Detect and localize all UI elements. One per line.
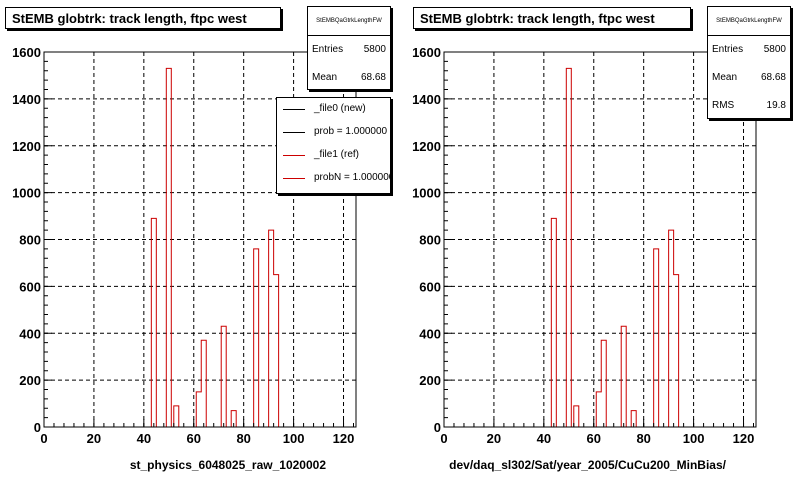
y-tick-label: 600 bbox=[19, 279, 41, 294]
x-axis-label: st_physics_6048025_raw_1020002 bbox=[130, 458, 326, 472]
x-axis-label: dev/daq_sl302/Sat/year_2005/CuCu200_MinB… bbox=[449, 458, 726, 472]
y-tick-label: 1600 bbox=[12, 45, 41, 60]
legend-label: probN = 1.000000 bbox=[314, 172, 391, 183]
stats-row-entries: Entries 5800 bbox=[308, 36, 390, 64]
stats-value: 5800 bbox=[763, 44, 786, 55]
stats-value: 5800 bbox=[363, 44, 386, 55]
legend-box: _file0 (new) prob = 1.000000 _file1 (ref… bbox=[276, 97, 391, 194]
stats-label: Entries bbox=[312, 44, 344, 55]
y-tick-label: 200 bbox=[419, 373, 441, 388]
x-tick-label: 60 bbox=[187, 431, 201, 446]
x-tick-label: 20 bbox=[487, 431, 501, 446]
stats-row-entries: Entries 5800 bbox=[708, 36, 790, 64]
x-tick-label: 80 bbox=[236, 431, 250, 446]
legend-line bbox=[283, 109, 305, 110]
x-tick-label: 100 bbox=[283, 431, 305, 446]
stats-label: Entries bbox=[712, 44, 744, 55]
y-tick-label: 0 bbox=[434, 420, 441, 435]
y-tick-label: 1000 bbox=[412, 186, 441, 201]
x-tick-label: 0 bbox=[440, 431, 447, 446]
stats-value: 68.68 bbox=[760, 72, 786, 83]
chart-title-left: StEMB globtrk: track length, ftpc west bbox=[5, 7, 281, 29]
y-tick-label: 1400 bbox=[412, 92, 441, 107]
legend-entry: _file0 (new) bbox=[277, 98, 390, 121]
chart-title-right: StEMB globtrk: track length, ftpc west bbox=[413, 7, 691, 29]
y-tick-label: 1000 bbox=[12, 186, 41, 201]
x-tick-label: 120 bbox=[333, 431, 355, 446]
y-tick-label: 1200 bbox=[412, 139, 441, 154]
legend-entry: probN = 1.000000 bbox=[277, 167, 390, 190]
legend-entry: _file1 (ref) bbox=[277, 144, 390, 167]
stats-row-rms: RMS 19.8 bbox=[708, 92, 790, 120]
legend-line bbox=[283, 132, 305, 133]
y-tick-label: 0 bbox=[34, 420, 41, 435]
stats-name: StEMBQaGtrkLengthFW bbox=[308, 7, 390, 36]
stats-row-mean: Mean 68.68 bbox=[308, 64, 390, 92]
x-tick-label: 40 bbox=[137, 431, 151, 446]
x-tick-label: 40 bbox=[537, 431, 551, 446]
y-tick-label: 600 bbox=[419, 279, 441, 294]
legend-line bbox=[283, 178, 305, 179]
stats-row-mean: Mean 68.68 bbox=[708, 64, 790, 92]
y-tick-label: 200 bbox=[19, 373, 41, 388]
x-tick-label: 80 bbox=[636, 431, 650, 446]
stats-box-right: StEMBQaGtrkLengthFW Entries 5800 Mean 68… bbox=[707, 6, 791, 119]
y-tick-label: 1400 bbox=[12, 92, 41, 107]
stats-value: 68.68 bbox=[360, 72, 386, 83]
x-tick-label: 0 bbox=[40, 431, 47, 446]
stats-label: RMS bbox=[712, 100, 735, 111]
legend-label: prob = 1.000000 bbox=[314, 126, 388, 137]
stats-label: Mean bbox=[312, 72, 338, 83]
x-tick-label: 120 bbox=[733, 431, 755, 446]
stats-label: Mean bbox=[712, 72, 738, 83]
y-tick-label: 400 bbox=[419, 326, 441, 341]
x-tick-label: 20 bbox=[87, 431, 101, 446]
legend-label: _file1 (ref) bbox=[314, 149, 360, 160]
histogram-series bbox=[444, 67, 756, 428]
legend-line bbox=[283, 155, 305, 156]
y-tick-label: 800 bbox=[419, 233, 441, 248]
x-tick-label: 100 bbox=[683, 431, 705, 446]
y-tick-label: 1200 bbox=[12, 139, 41, 154]
legend-entry: prob = 1.000000 bbox=[277, 121, 390, 144]
stats-name: StEMBQaGtrkLengthFW bbox=[708, 7, 790, 36]
stats-box-left: StEMBQaGtrkLengthFW Entries 5800 Mean 68… bbox=[307, 6, 391, 90]
y-tick-label: 1600 bbox=[412, 45, 441, 60]
y-tick-label: 400 bbox=[19, 326, 41, 341]
x-tick-label: 60 bbox=[587, 431, 601, 446]
stats-value: 19.8 bbox=[766, 100, 786, 111]
y-tick-label: 800 bbox=[19, 233, 41, 248]
legend-label: _file0 (new) bbox=[314, 103, 366, 114]
